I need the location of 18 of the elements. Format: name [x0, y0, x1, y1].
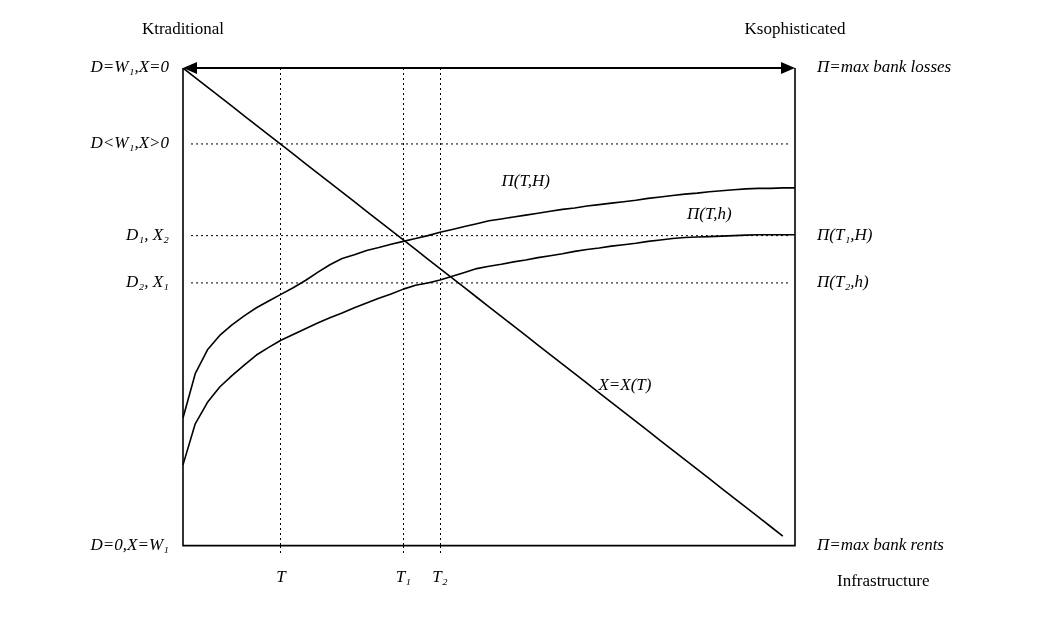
text: Ksophisticated	[744, 19, 847, 39]
ref-line-label: D₂, X₁	[125, 272, 169, 292]
x-tick-label: T₂	[432, 567, 448, 587]
text: Π=max bank losses	[816, 57, 952, 77]
text: Ktraditional	[141, 19, 225, 39]
series-label: Π(T,h)	[686, 204, 732, 224]
series-label: Π(T,H)	[500, 170, 551, 190]
text: Π(T₂,h)	[816, 272, 870, 292]
text: Π(T₁,H)	[816, 225, 873, 245]
x-axis-title: Infrastructure	[837, 571, 930, 591]
series-label: X=X(T)	[597, 374, 652, 394]
ref-line-label: D₁, X₂	[125, 225, 170, 245]
x-tick-label: T₁	[395, 567, 412, 587]
ref-line-label: D<W₁,X>0	[89, 133, 170, 153]
text: D=W₁,X=0	[89, 57, 170, 77]
text: D=0,X=W₁	[89, 535, 169, 555]
x-tick-label: T	[276, 567, 288, 587]
text: Π=max bank rents	[816, 535, 945, 555]
